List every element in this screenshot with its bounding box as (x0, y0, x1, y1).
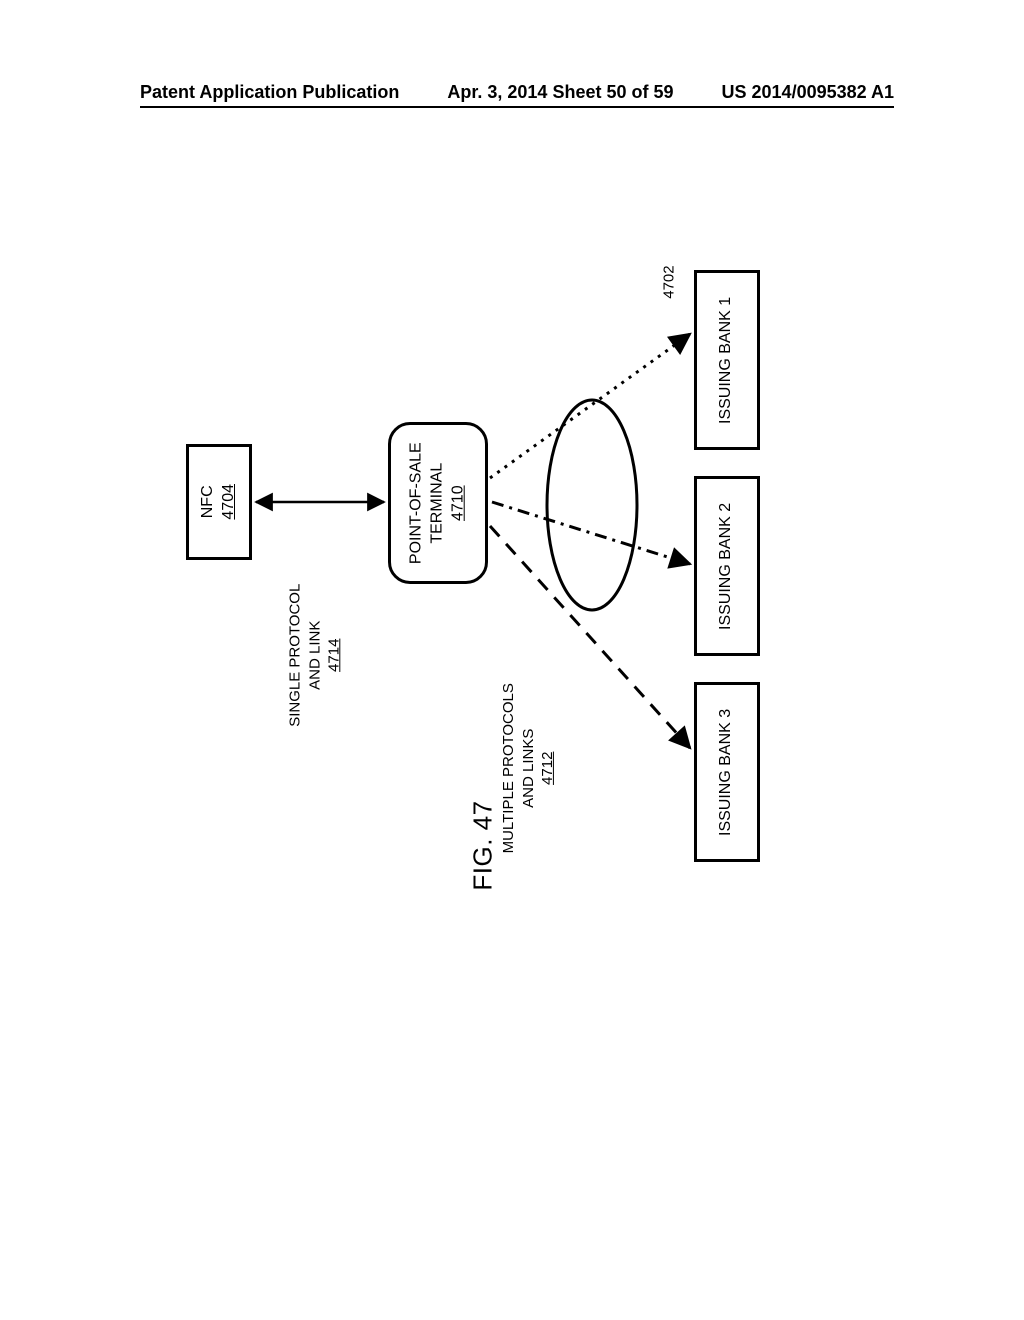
node-bank3-label: ISSUING BANK 3 (717, 708, 738, 835)
node-bank2: ISSUING BANK 2 (694, 476, 760, 656)
label-single-link: SINGLE PROTOCOL AND LINK 4714 (285, 575, 345, 735)
node-bank2-label: ISSUING BANK 2 (717, 502, 738, 629)
node-bank1-label: ISSUING BANK 1 (717, 296, 738, 423)
ref-4702: 4702 (654, 274, 684, 294)
protocol-ellipse (547, 400, 637, 610)
node-nfc-label: NFC 4704 (198, 484, 240, 520)
node-bank3: ISSUING BANK 3 (694, 682, 760, 862)
node-pos: POINT-OF-SALE TERMINAL 4710 (388, 422, 488, 584)
page-root: Patent Application Publication Apr. 3, 2… (0, 0, 1024, 1320)
label-multi-link: MULTIPLE PROTOCOLS AND LINKS 4712 (498, 668, 558, 868)
edge-pos-bank1 (490, 334, 690, 478)
node-nfc: NFC 4704 (186, 444, 252, 560)
figure-label: FIG. 47 (468, 800, 499, 890)
node-bank1: ISSUING BANK 1 (694, 270, 760, 450)
edge-pos-bank2 (492, 502, 690, 564)
diagram-svg (0, 0, 1024, 1320)
node-pos-label: POINT-OF-SALE TERMINAL 4710 (407, 442, 469, 564)
